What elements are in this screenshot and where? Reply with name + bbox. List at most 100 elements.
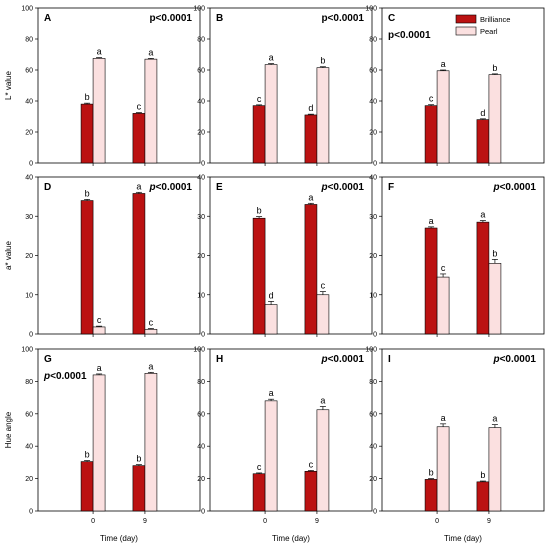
significance-letter: b: [480, 470, 485, 480]
y-tick-label: 30: [369, 214, 377, 221]
y-tick-label: 10: [369, 292, 377, 299]
y-tick-label: 0: [201, 509, 205, 516]
panel-frame: [209, 7, 373, 164]
bar-brilliance-9: [304, 204, 318, 335]
panel-label: I: [388, 354, 391, 365]
x-tick-label: 9: [143, 518, 147, 525]
significance-letter: d: [308, 103, 313, 113]
y-tick-label: 20: [369, 253, 377, 260]
legend-label-brilliance: Brilliance: [480, 15, 510, 24]
y-tick-label: 100: [193, 347, 205, 354]
panel-label: E: [216, 182, 223, 193]
bar-brilliance-0: [424, 227, 438, 335]
y-tick-label: 40: [369, 99, 377, 106]
y-tick-label: 0: [373, 509, 377, 516]
y-tick-label: 100: [21, 347, 33, 354]
panel-label: B: [216, 13, 223, 24]
panel-frame: [381, 348, 545, 512]
bar-pearl-0: [92, 326, 106, 335]
y-tick-label: 60: [369, 411, 377, 418]
significance-letter: b: [85, 450, 90, 460]
y-tick-label: 20: [197, 476, 205, 483]
significance-letter: c: [441, 263, 446, 273]
significance-letter: d: [480, 108, 485, 118]
p-value: p<0.0001: [320, 354, 364, 365]
p-value: p<0.0001: [320, 182, 364, 193]
significance-letter: a: [269, 53, 274, 63]
bar-pearl-9: [316, 294, 330, 335]
bar-brilliance-0: [80, 461, 94, 512]
significance-letter: b: [492, 63, 497, 73]
panel-h: 0 20 40 60 80 100 0 9 Time (day) H p<0.0001 c c a a: [193, 347, 373, 543]
y-tick-label: 40: [25, 99, 33, 106]
significance-letter: c: [137, 102, 142, 112]
y-tick-label: 60: [197, 68, 205, 75]
y-tick-label: 60: [369, 68, 377, 75]
p-value: p<0.0001: [388, 30, 431, 41]
y-tick-label: 100: [193, 6, 205, 13]
y-tick-label: 80: [197, 379, 205, 386]
bar-brilliance-0: [80, 200, 94, 335]
bar-brilliance-9: [132, 465, 146, 512]
y-tick-label: 30: [25, 214, 33, 221]
panel-c: 0 20 40 60 80 100 Cp<0.0001 c d a b Brilliance Pearl: [365, 6, 545, 168]
y-tick-label: 80: [369, 37, 377, 44]
y-tick-label: 40: [369, 444, 377, 451]
bar-brilliance-9: [476, 221, 490, 335]
significance-letter: c: [257, 94, 262, 104]
p-value: p<0.0001: [148, 182, 192, 193]
bar-pearl-0: [436, 276, 450, 335]
y-tick-label: 20: [369, 130, 377, 137]
significance-letter: a: [480, 210, 485, 220]
y-axis-label: Hue angle: [4, 411, 13, 448]
bar-pearl-9: [316, 67, 330, 164]
x-tick-label: 0: [91, 518, 95, 525]
significance-letter: a: [429, 216, 434, 226]
p-value: p<0.0001: [492, 182, 536, 193]
panel-frame: [37, 348, 201, 512]
significance-letter: d: [269, 290, 274, 300]
panel-label: C: [388, 13, 395, 24]
bar-pearl-0: [264, 64, 278, 164]
panel-frame: [381, 7, 545, 164]
x-tick-label: 9: [315, 518, 319, 525]
significance-letter: a: [492, 414, 497, 424]
y-tick-label: 60: [25, 68, 33, 75]
significance-letter: a: [441, 413, 446, 423]
panel-a: 0 20 40 60 80 100 L* value A p<0.0001 b c a a: [4, 6, 201, 168]
bar-brilliance-9: [476, 481, 490, 512]
significance-letter: c: [309, 460, 314, 470]
x-tick-label: 9: [487, 518, 491, 525]
significance-letter: c: [429, 94, 434, 104]
panel-i: 0 20 40 60 80 100 0 9 Time (day) I p<0.0001 b b a a: [365, 347, 545, 543]
y-tick-label: 30: [197, 214, 205, 221]
bar-pearl-9: [316, 409, 330, 512]
bar-brilliance-0: [424, 105, 438, 164]
bar-pearl-9: [488, 427, 502, 512]
y-tick-label: 40: [25, 175, 33, 182]
bar-pearl-0: [264, 304, 278, 335]
bar-pearl-0: [264, 400, 278, 512]
panel-frame: [37, 176, 201, 335]
significance-letter: b: [136, 454, 141, 464]
bar-pearl-0: [92, 58, 106, 164]
legend: Brilliance Pearl: [455, 14, 510, 36]
significance-letter: b: [429, 468, 434, 478]
significance-letter: a: [136, 181, 141, 191]
x-axis-label: Time (day): [272, 534, 310, 543]
y-tick-label: 80: [25, 37, 33, 44]
significance-letter: a: [320, 396, 325, 406]
y-tick-label: 40: [369, 175, 377, 182]
x-tick-label: 0: [435, 518, 439, 525]
panel-b: 0 20 40 60 80 100 B p<0.0001 c d a b: [193, 6, 373, 168]
y-tick-label: 40: [197, 444, 205, 451]
y-tick-label: 60: [197, 411, 205, 418]
y-tick-label: 20: [25, 253, 33, 260]
y-tick-label: 0: [201, 161, 205, 168]
y-tick-label: 100: [365, 347, 377, 354]
y-tick-label: 20: [369, 476, 377, 483]
y-tick-label: 20: [25, 130, 33, 137]
panel-frame: [37, 7, 201, 164]
bar-pearl-9: [488, 263, 502, 335]
significance-letter: a: [97, 363, 102, 373]
